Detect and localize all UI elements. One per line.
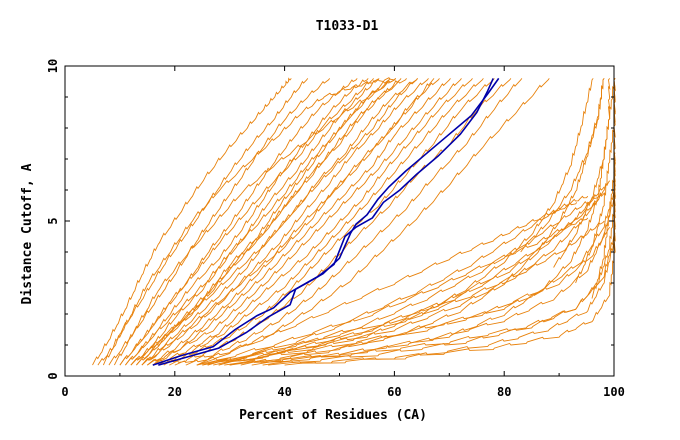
- model-line-40: [218, 220, 605, 366]
- model-line-34: [213, 180, 611, 366]
- model-line-17: [152, 78, 473, 366]
- model-line-31: [207, 195, 600, 366]
- model-line-24: [185, 78, 550, 366]
- model-line-36: [224, 152, 616, 366]
- model-line-32: [218, 192, 605, 366]
- highlight-lines: [152, 77, 500, 366]
- y-tick-label: 5: [46, 217, 60, 224]
- model-line-46: [553, 78, 616, 268]
- model-line-18: [113, 78, 396, 366]
- model-line-29: [251, 78, 611, 366]
- y-tick-label: 0: [46, 372, 60, 379]
- model-line-7: [130, 78, 380, 366]
- x-tick-label: 60: [387, 385, 401, 399]
- model-line-20: [163, 78, 495, 366]
- model-line-44: [240, 226, 611, 366]
- model-line-33: [202, 186, 605, 366]
- model-line-14: [147, 78, 451, 366]
- model-line-43: [229, 233, 616, 366]
- model-line-15: [152, 78, 462, 366]
- highlight-line-1: [158, 77, 500, 366]
- model-line-5: [119, 78, 358, 366]
- x-tick-label: 100: [603, 385, 625, 399]
- model-line-4: [108, 78, 331, 366]
- model-line-3: [102, 78, 309, 366]
- highlight-line-2: [152, 78, 494, 366]
- x-tick-label: 0: [61, 385, 68, 399]
- model-line-19: [158, 78, 484, 366]
- x-tick-label: 40: [277, 385, 291, 399]
- y-axis-title: Distance Cutoff, A: [20, 163, 35, 304]
- model-line-10: [141, 78, 418, 366]
- model-line-48: [591, 78, 616, 299]
- tick-labels: 0 20 40 60 80 100 0 5 10: [46, 59, 625, 399]
- model-line-16: [125, 78, 396, 366]
- model-line-12: [147, 78, 440, 366]
- axes: [64, 65, 615, 377]
- model-line-2: [92, 77, 292, 366]
- model-line-45: [520, 78, 605, 253]
- model-line-21: [119, 78, 374, 366]
- model-line-1: [97, 77, 396, 366]
- model-line-30: [196, 195, 589, 366]
- model-line-26: [141, 78, 435, 366]
- model-line-6: [125, 78, 369, 366]
- model-line-13: [136, 78, 402, 366]
- y-tick-label: 10: [46, 59, 60, 73]
- x-tick-label: 20: [168, 385, 182, 399]
- chart-title: T1033-D1: [316, 19, 379, 34]
- model-line-11: [141, 78, 429, 366]
- model-line-27: [196, 78, 594, 366]
- model-lines: [92, 77, 616, 366]
- model-line-8: [136, 78, 391, 366]
- model-line-39: [207, 217, 589, 366]
- model-line-23: [174, 78, 523, 366]
- model-line-9: [130, 78, 407, 366]
- model-line-41: [196, 202, 578, 366]
- x-tick-label: 80: [497, 385, 511, 399]
- model-line-25: [130, 78, 418, 366]
- x-axis-title: Percent of Residues (CA): [239, 408, 427, 423]
